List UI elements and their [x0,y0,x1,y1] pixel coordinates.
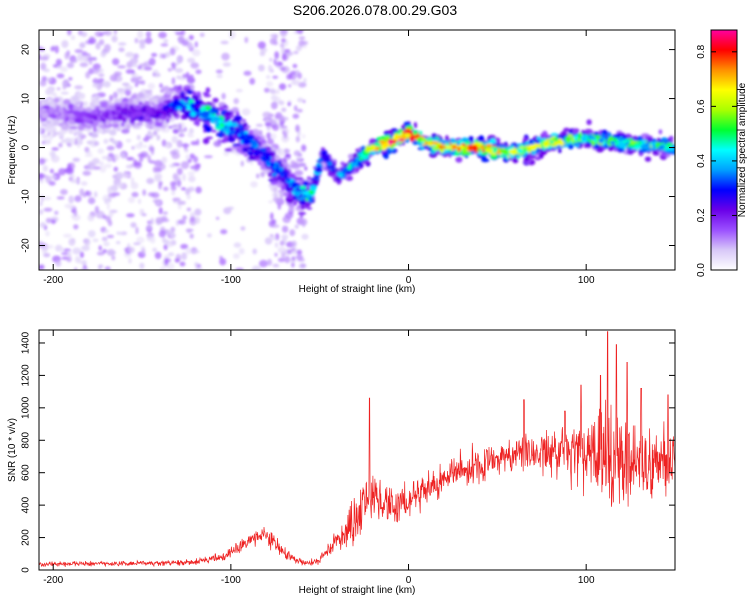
spectrogram-x-tick-label: -200 [43,275,63,286]
snr-y-tick-label: 600 [21,464,32,481]
snr-y-axis-label: SNR (10 * v/v) [7,418,18,482]
spectrogram-y-tick-label: 20 [21,44,32,56]
colorbar-frame [710,29,738,271]
spectrogram-x-tick-label: 0 [406,275,412,286]
spectrogram-frame [38,29,676,271]
snr-y-tick-label: 1200 [21,364,32,387]
snr-frame [38,329,676,571]
snr-x-tick-label: 100 [578,575,595,586]
colorbar-tick-label: 0.4 [696,154,707,168]
snr-y-tick-label: 800 [21,431,32,448]
heatmap-blobs [39,30,675,270]
colorbar-tick-label: 0.2 [696,208,707,222]
snr-x-ticks: -200 -100 0 100 [43,330,595,586]
snr-x-tick-label: -100 [221,575,241,586]
spectrogram-heatmap [39,30,675,270]
snr-y-tick-label: 1000 [21,396,32,419]
colorbar-tick-label: 0.6 [696,99,707,113]
snr-x-axis-label: Height of straight line (km) [299,585,416,596]
snr-y-tick-label: 1400 [21,331,32,354]
spectrogram-x-tick-label: -100 [221,275,241,286]
spectrogram-y-tick-label: 0 [21,144,32,150]
spectrogram-x-ticks: -200 -100 0 100 [43,30,595,286]
spectrogram-x-tick-label: 100 [578,275,595,286]
colorbar-label: Normalized spectral amplitude [737,82,748,217]
spectrogram-x-axis-label: Height of straight line (km) [299,284,416,295]
figure-title: S206.2026.078.00.29.G03 [292,2,458,18]
snr-line-layer [39,331,675,568]
snr-y-ticks: 0 200 400 600 800 1000 1200 1400 [21,331,675,573]
snr-y-tick-label: 0 [21,567,32,573]
snr-y-tick-label: 200 [21,529,32,546]
colorbar-tick-label: 0.0 [696,263,707,277]
spectrogram-y-tick-label: 10 [21,93,32,105]
colorbar-ticks: 0.0 0.2 0.4 0.6 0.8 [696,44,737,277]
spectrogram-y-ticks: 20 10 0 -10 -20 [21,44,675,253]
colorbar: 0.0 0.2 0.4 0.6 0.8 Normalized spectral ampl… [696,29,748,277]
snr-panel: -200 -100 0 100 0 200 400 600 800 1000 1200 1400 H… [7,329,676,596]
snr-series-line [39,331,675,568]
snr-x-tick-label: 0 [406,575,412,586]
colorbar-tick-label: 0.8 [696,44,707,58]
colorbar-gradient [711,30,737,270]
snr-y-tick-label: 400 [21,496,32,513]
snr-x-tick-label: -200 [43,575,63,586]
spectrogram-y-axis-label: Frequency (Hz) [7,116,18,185]
spectrogram-y-tick-label: -10 [21,189,32,204]
spectrogram-y-tick-label: -20 [21,238,32,253]
